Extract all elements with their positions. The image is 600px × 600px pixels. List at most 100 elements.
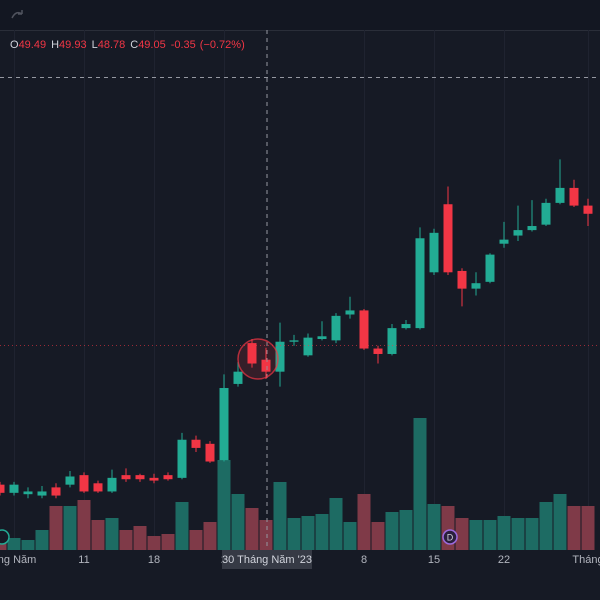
legend-item: -0.35 [171, 39, 196, 51]
volume-bar [287, 518, 301, 550]
volume-bar [385, 512, 399, 550]
volume-bar [427, 504, 441, 550]
volume-bar [273, 482, 287, 550]
volume-bar [203, 522, 217, 550]
volume-bar [0, 542, 7, 550]
volume-bar [231, 494, 245, 550]
legend-item: 49.05 [138, 39, 166, 51]
volume-bar [49, 506, 63, 550]
candle-body [513, 230, 523, 236]
candle-body [121, 475, 131, 480]
ohlc-legend: O49.49 H49.93 L48.78 C49.05 -0.35 (−0.72%) [10, 39, 245, 51]
candle-body [177, 439, 187, 478]
candle-body [303, 337, 313, 356]
candle-body [9, 484, 19, 493]
volume-bar [343, 522, 357, 550]
x-tick-label: 11 [78, 554, 89, 566]
volume-bar [119, 530, 133, 550]
x-tick-label: Tháng [572, 554, 600, 566]
candle-body [149, 477, 159, 481]
candle-body [93, 483, 103, 492]
event-marker[interactable] [442, 529, 458, 545]
legend-item: O [10, 39, 19, 51]
grid [14, 30, 589, 550]
volume-bar [189, 530, 203, 550]
crosshair-date-box [222, 550, 312, 569]
candle-body [499, 239, 509, 244]
event-marker[interactable] [0, 529, 10, 545]
candle-body [485, 254, 495, 282]
candle-body [65, 476, 75, 485]
candle-body [289, 340, 299, 342]
volume-bar [7, 538, 21, 550]
volume-bar [91, 520, 105, 550]
candle-body [135, 475, 145, 480]
legend-item: 49.93 [59, 39, 87, 51]
candle-body [191, 439, 201, 448]
legend-item: 48.78 [98, 39, 126, 51]
volume-bar [175, 502, 189, 550]
volume-bar [483, 520, 497, 550]
candle-body [0, 484, 5, 493]
candle-body [415, 238, 425, 329]
legend-item: 49.49 [19, 39, 47, 51]
candle-body [37, 491, 47, 496]
candle-body [527, 226, 537, 231]
volume-bar [315, 514, 329, 550]
redo-icon[interactable] [11, 10, 23, 19]
legend-item: C [130, 39, 138, 51]
volume-bar [455, 518, 469, 550]
candle-body [569, 187, 579, 206]
legend-item: L [92, 39, 98, 51]
candle-body [261, 359, 271, 372]
candle-body [443, 204, 453, 273]
volume-bar [539, 502, 553, 550]
toolbar [0, 0, 600, 30]
candle-body [555, 187, 565, 203]
x-tick-label: áng Năm [0, 554, 36, 566]
volume-bar [217, 460, 231, 550]
candle-body [583, 205, 593, 214]
candle-body [429, 232, 439, 273]
candle-body [541, 202, 551, 225]
volume-bar [497, 516, 511, 550]
volume-bar [161, 534, 175, 550]
volume-bar [147, 536, 161, 550]
volume-bar [511, 518, 525, 550]
x-tick-label: 22 [498, 554, 510, 566]
candle-body [457, 270, 467, 289]
volume-bar [77, 500, 91, 550]
legend-item: (−0.72%) [200, 39, 245, 51]
volume-bar [35, 530, 49, 550]
candle-body [23, 491, 33, 495]
volume-bar [553, 494, 567, 550]
candle-body [331, 315, 341, 341]
x-tick-label: 8 [361, 554, 367, 566]
candle-body [219, 388, 229, 461]
event-label: D [447, 532, 454, 542]
candle-body [359, 310, 369, 349]
x-tick-label: 18 [148, 554, 160, 566]
volume-bar [329, 498, 343, 550]
volume-bar [525, 518, 539, 550]
candle-body [233, 371, 243, 384]
volume-layer [0, 418, 595, 550]
highlight-circle [237, 338, 279, 380]
candle-body [345, 310, 355, 315]
volume-bar [105, 518, 119, 550]
candle-body [163, 475, 173, 480]
candle-body [387, 328, 397, 354]
candle-body [373, 348, 383, 354]
volume-bar [581, 506, 595, 550]
volume-bar [469, 520, 483, 550]
volume-bar [21, 540, 35, 550]
legend-item: H [51, 39, 59, 51]
volume-bar [567, 506, 581, 550]
volume-bar [399, 510, 413, 550]
candle-body [79, 475, 89, 492]
candle-body [275, 341, 285, 372]
x-tick-label: 15 [428, 554, 440, 566]
